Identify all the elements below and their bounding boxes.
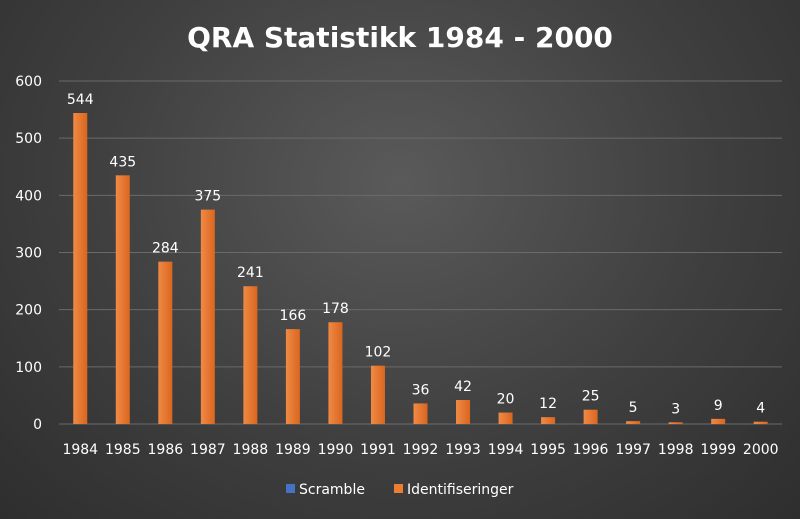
y-tick-label: 300 — [15, 246, 42, 262]
bar-1986 — [158, 261, 173, 424]
y-tick-label: 100 — [15, 360, 42, 376]
data-label-2000: 4 — [756, 401, 765, 417]
y-tick-label: 400 — [15, 188, 42, 204]
bar-2000 — [753, 421, 768, 424]
bar-1984 — [73, 113, 88, 424]
gridlines — [59, 80, 782, 425]
data-label-1999: 9 — [714, 398, 723, 414]
bars — [73, 113, 768, 424]
bar-1993 — [456, 399, 471, 424]
data-labels: 544 435 284 375 241 166 178 102 36 42 20 12 25 5 3 9 4 — [67, 92, 765, 417]
data-label-1993: 42 — [454, 379, 472, 395]
y-axis-ticks: 0 100 200 300 400 500 600 — [15, 74, 42, 433]
data-label-1996: 25 — [582, 389, 600, 405]
data-label-1995: 12 — [539, 396, 557, 412]
data-label-1991: 102 — [365, 345, 392, 361]
x-tick-label: 1991 — [360, 442, 396, 458]
bar-1991 — [370, 365, 385, 424]
legend-swatch — [394, 484, 403, 493]
bar-1994 — [498, 412, 513, 424]
data-label-1992: 36 — [412, 382, 430, 398]
x-tick-label: 1999 — [700, 442, 736, 458]
x-tick-label: 1998 — [658, 442, 694, 458]
x-tick-label: 2000 — [743, 442, 779, 458]
y-tick-label: 200 — [15, 303, 42, 319]
bar-1999 — [711, 418, 726, 424]
x-tick-label: 1996 — [573, 442, 609, 458]
data-label-1997: 5 — [629, 400, 638, 416]
data-label-1984: 544 — [67, 92, 94, 108]
data-label-1998: 3 — [671, 401, 680, 417]
bar-1985 — [115, 175, 130, 424]
data-label-1989: 166 — [280, 308, 307, 324]
data-label-1985: 435 — [109, 154, 136, 170]
x-tick-label: 1994 — [488, 442, 524, 458]
legend-label: Scramble — [299, 482, 365, 498]
x-tick-label: 1986 — [148, 442, 184, 458]
data-label-1994: 20 — [497, 392, 515, 408]
x-tick-label: 1989 — [275, 442, 311, 458]
bar-1996 — [583, 409, 598, 424]
bar-1998 — [668, 422, 683, 424]
data-label-1988: 241 — [237, 265, 264, 281]
x-tick-label: 1985 — [105, 442, 141, 458]
chart-title: QRA Statistikk 1984 - 2000 — [187, 21, 613, 54]
x-tick-label: 1984 — [62, 442, 98, 458]
legend: Scramble Identifiseringer — [286, 482, 514, 498]
x-tick-label: 1995 — [530, 442, 566, 458]
bar-1990 — [328, 322, 343, 424]
legend-swatch — [286, 484, 295, 493]
legend-label: Identifiseringer — [407, 482, 514, 498]
x-tick-label: 1990 — [318, 442, 354, 458]
x-tick-label: 1988 — [233, 442, 269, 458]
x-axis-ticks: 1984 1985 1986 1987 1988 1989 1990 1991 1992 1993… — [62, 442, 778, 458]
bar-1989 — [285, 329, 300, 424]
x-tick-label: 1992 — [403, 442, 439, 458]
bar-1987 — [200, 209, 215, 424]
bar-1988 — [243, 286, 258, 424]
bar-1997 — [626, 421, 641, 424]
data-label-1987: 375 — [194, 189, 221, 205]
y-tick-label: 600 — [15, 74, 42, 90]
x-tick-label: 1997 — [615, 442, 651, 458]
data-label-1986: 284 — [152, 241, 179, 257]
bar-1992 — [413, 403, 428, 424]
data-label-1990: 178 — [322, 301, 349, 317]
x-tick-label: 1993 — [445, 442, 481, 458]
bar-1995 — [541, 417, 556, 424]
y-tick-label: 500 — [15, 131, 42, 147]
y-tick-label: 0 — [33, 417, 42, 433]
x-tick-label: 1987 — [190, 442, 226, 458]
